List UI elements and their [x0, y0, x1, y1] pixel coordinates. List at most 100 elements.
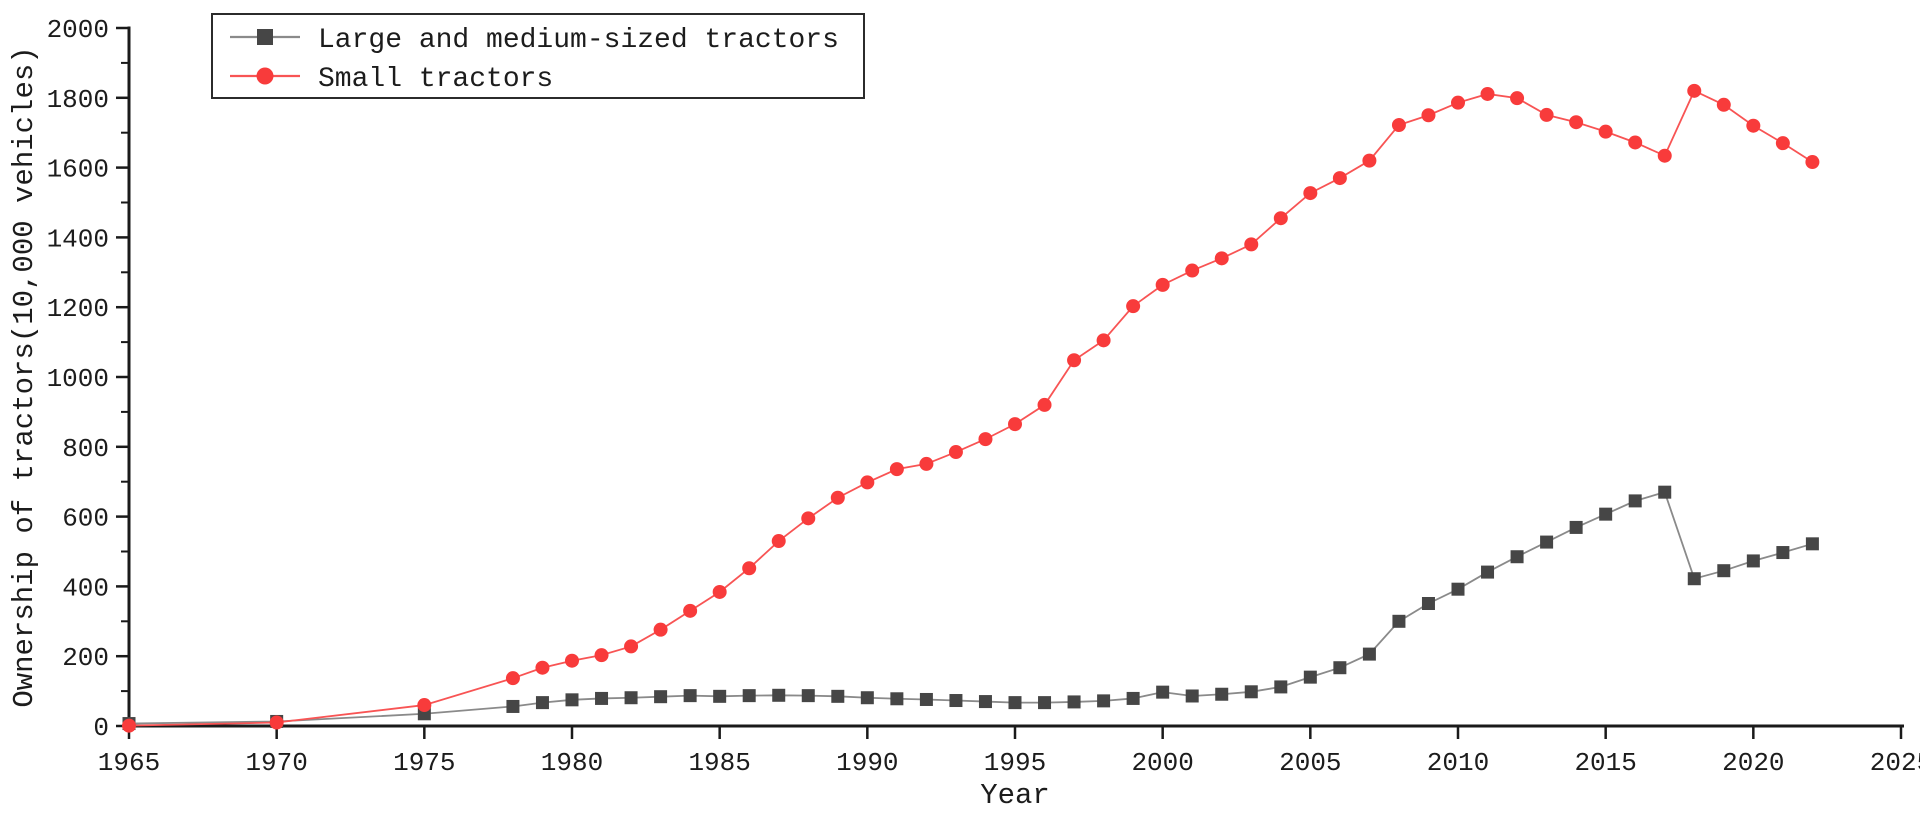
data-point-marker [1481, 565, 1495, 579]
x-tick-label: 2000 [1131, 748, 1193, 778]
x-tick-label: 1980 [541, 748, 603, 778]
data-point-marker [683, 603, 698, 618]
data-point-marker [654, 690, 668, 704]
data-point-marker [1214, 251, 1229, 266]
data-point-marker [712, 584, 727, 599]
data-point-marker [830, 490, 845, 505]
chart-legend: Large and medium-sized tractors Small tra… [211, 13, 865, 99]
x-tick-label: 1970 [245, 748, 307, 778]
y-tick-label: 1200 [47, 294, 109, 324]
data-point-marker [1569, 520, 1583, 534]
data-point-marker [742, 689, 756, 703]
data-point-marker [919, 456, 934, 471]
data-point-marker [1628, 135, 1643, 150]
chart-series [122, 83, 1820, 733]
data-point-marker [1805, 537, 1819, 551]
y-tick-label: 1400 [47, 224, 109, 254]
y-tick-label: 400 [62, 573, 109, 603]
data-point-marker [1156, 685, 1170, 699]
data-point-marker [919, 692, 933, 706]
data-point-marker [1510, 550, 1524, 564]
data-point-marker [1008, 417, 1022, 432]
data-point-marker [535, 660, 550, 675]
data-point-marker [1155, 277, 1170, 292]
data-point-marker [742, 561, 757, 576]
x-tick-label: 2005 [1279, 748, 1341, 778]
x-tick-label: 1965 [98, 748, 160, 778]
data-point-marker [1303, 670, 1317, 684]
x-tick-label: 1985 [688, 748, 750, 778]
x-tick-label: 1975 [393, 748, 455, 778]
data-point-marker [1096, 333, 1111, 348]
data-point-marker [535, 696, 549, 710]
data-point-marker [1126, 691, 1140, 705]
data-point-marker [1657, 148, 1672, 163]
data-point-marker [772, 688, 786, 702]
data-point-marker [1716, 97, 1731, 112]
data-point-marker [1451, 582, 1465, 596]
data-point-marker [565, 653, 579, 668]
data-point-marker [1746, 554, 1760, 568]
data-point-marker [417, 698, 432, 713]
data-point-marker [890, 692, 904, 706]
legend-box [211, 13, 865, 99]
y-tick-label: 600 [62, 504, 109, 534]
data-point-marker [1067, 353, 1082, 368]
data-point-marker [1097, 694, 1111, 708]
data-point-marker [1539, 107, 1554, 122]
data-point-marker [269, 715, 284, 730]
data-point-marker [653, 622, 668, 637]
data-point-marker [683, 689, 697, 703]
data-point-marker [1510, 91, 1525, 106]
data-point-marker [1746, 118, 1761, 133]
data-point-marker [948, 445, 963, 460]
data-point-marker [1332, 171, 1347, 186]
data-point-marker [1480, 86, 1495, 101]
data-point-marker [978, 432, 993, 447]
data-point-marker [506, 699, 520, 713]
y-tick-label: 800 [62, 434, 109, 464]
y-tick-label: 1000 [47, 364, 109, 394]
data-point-marker [771, 534, 786, 549]
legend-entry-label: Large and medium-sized tractors [318, 25, 839, 56]
data-point-marker [1333, 661, 1347, 675]
data-point-marker [1421, 108, 1436, 123]
data-point-marker [1244, 685, 1258, 699]
x-tick-label: 2015 [1574, 748, 1636, 778]
x-axis-title: Year [980, 779, 1050, 812]
data-point-marker [1126, 299, 1141, 314]
data-point-marker [1776, 546, 1790, 560]
data-point-marker [594, 648, 609, 663]
data-point-marker [1687, 572, 1701, 586]
data-point-marker [1775, 136, 1790, 151]
data-point-marker [1362, 153, 1377, 168]
y-tick-label: 2000 [47, 15, 109, 45]
data-point-marker [801, 689, 815, 703]
data-point-marker [889, 462, 904, 477]
data-point-marker [1598, 124, 1613, 139]
data-point-marker [713, 689, 727, 703]
y-tick-label: 200 [62, 643, 109, 673]
data-point-marker [801, 511, 816, 526]
legend-marker [257, 29, 273, 45]
series-large-and-medium-sized-tractors [122, 485, 1819, 731]
data-point-marker [1038, 696, 1052, 710]
data-point-marker [1687, 83, 1702, 98]
data-point-marker [1185, 689, 1199, 703]
y-tick-label: 1800 [47, 85, 109, 115]
legend-marker [256, 67, 274, 85]
data-point-marker [1244, 237, 1259, 252]
data-point-marker [1362, 647, 1376, 661]
data-point-marker [1392, 614, 1406, 628]
data-point-marker [860, 691, 874, 705]
data-point-marker [860, 475, 875, 490]
data-point-marker [1628, 494, 1642, 508]
x-tick-label: 1990 [836, 748, 898, 778]
data-point-marker [949, 694, 963, 708]
data-point-marker [122, 718, 136, 733]
data-point-marker [1540, 535, 1554, 549]
data-point-marker [1303, 186, 1318, 201]
x-tick-label: 2010 [1427, 748, 1489, 778]
data-point-marker [1391, 118, 1406, 133]
